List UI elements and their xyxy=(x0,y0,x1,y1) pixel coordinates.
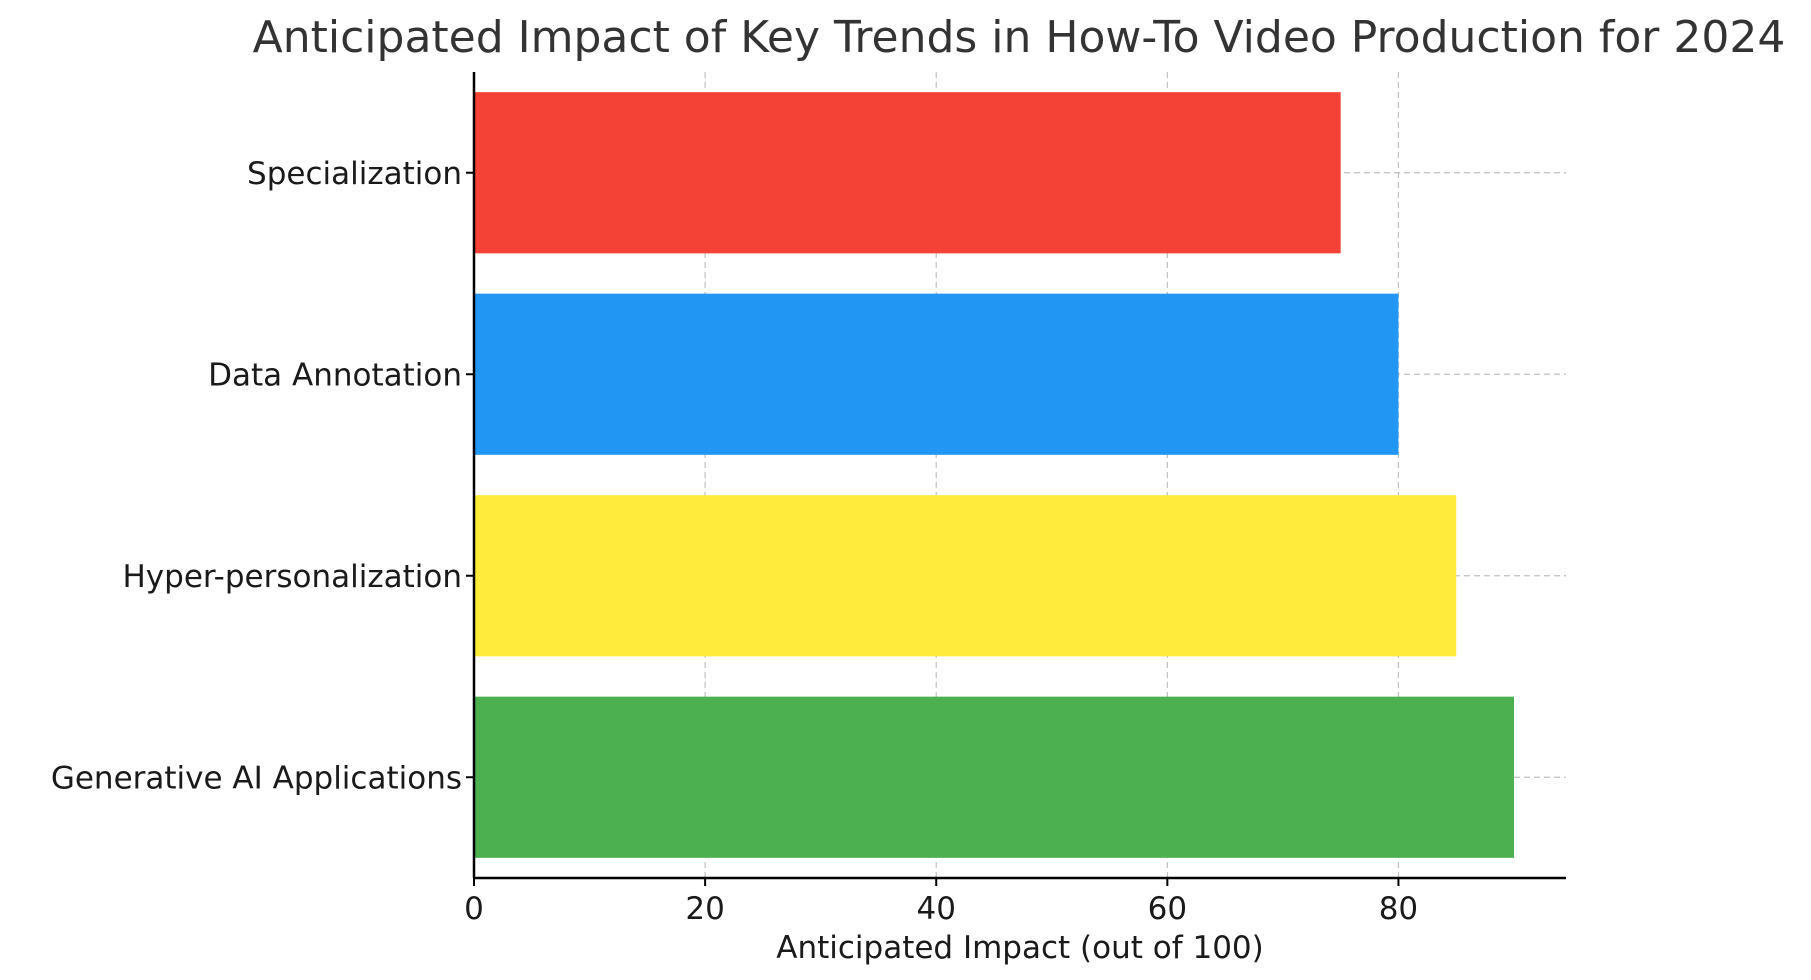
bar-specialization xyxy=(474,92,1341,254)
chart-title: Anticipated Impact of Key Trends in How-… xyxy=(253,12,1786,63)
x-ticks: 0 20 40 60 80 xyxy=(464,171,1418,927)
x-tick-label-40: 40 xyxy=(916,891,955,927)
category-label-data-annotation: Data Annotation xyxy=(208,357,462,393)
category-labels: Generative AI Applications Hyper-personal… xyxy=(51,156,462,797)
category-label-generative-ai-applications: Generative AI Applications xyxy=(51,760,462,796)
category-label-specialization: Specialization xyxy=(247,156,462,192)
x-axis-label: Anticipated Impact (out of 100) xyxy=(776,930,1264,966)
x-tick-label-0: 0 xyxy=(464,891,484,927)
bar-generative-ai-applications xyxy=(474,696,1514,858)
x-tick-label-80: 80 xyxy=(1379,891,1418,927)
bar-hyper-personalization xyxy=(474,495,1457,657)
x-tick-label-60: 60 xyxy=(1148,891,1187,927)
bar-data-annotation xyxy=(474,293,1399,455)
bars xyxy=(474,92,1514,858)
x-tick-label-20: 20 xyxy=(685,891,724,927)
axes xyxy=(472,72,1566,880)
category-label-hyper-personalization: Hyper-personalization xyxy=(123,559,463,595)
